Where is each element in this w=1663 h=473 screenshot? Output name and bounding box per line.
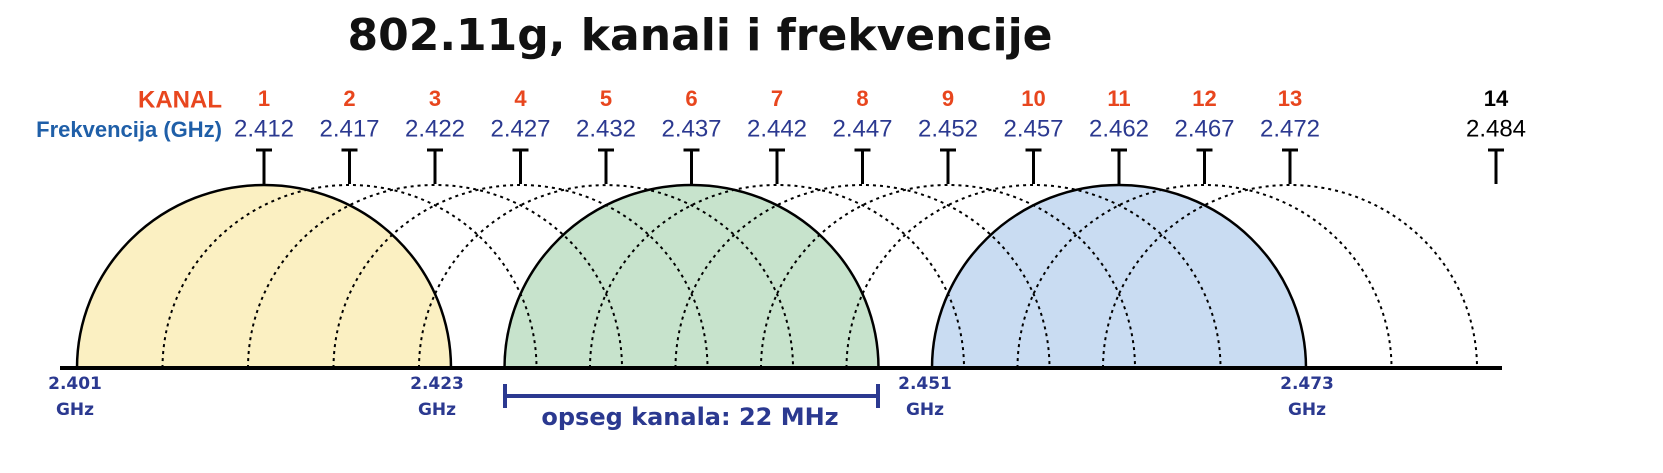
channel-arc: [1102, 184, 1478, 369]
channel-arc: [161, 184, 538, 369]
channel-area: [77, 185, 451, 368]
channel-number: 14: [1484, 86, 1509, 111]
channel-arc: [760, 184, 1136, 369]
channel-number: 1: [258, 86, 270, 111]
channel-frequency: 2.467: [1174, 115, 1234, 142]
channel-arc: [589, 184, 965, 369]
channel-number: 6: [685, 86, 697, 111]
channel-frequency: 2.432: [576, 115, 636, 142]
title: 802.11g, kanali i frekvencije: [347, 10, 1052, 61]
bandwidth-bracket: [503, 384, 880, 408]
edge-frequency: 2.423: [410, 374, 464, 394]
channel-arc: [845, 184, 1222, 369]
channel-frequency: 2.427: [490, 115, 550, 142]
frequency-row-label: Frekvencija (GHz): [36, 117, 222, 142]
channel-frequency: 2.412: [234, 115, 294, 142]
channel-number: 12: [1192, 86, 1216, 111]
channel-arc: [418, 184, 794, 369]
channel-outline: [75, 183, 453, 369]
channel-frequency: 2.452: [918, 115, 978, 142]
channel-number: 4: [514, 86, 527, 111]
edge-unit: GHz: [418, 400, 456, 420]
channel-frequency: 2.462: [1089, 115, 1149, 142]
channel-arc: [247, 184, 623, 369]
channel-area: [504, 184, 879, 368]
channel-number: 5: [600, 86, 612, 111]
edge-frequency: 2.473: [1280, 374, 1334, 394]
channel-frequency: 2.422: [405, 115, 465, 142]
channel-arc: [1016, 184, 1393, 369]
channel-number: 8: [856, 86, 868, 111]
channel-number: 3: [429, 86, 441, 111]
channel-outline: [503, 183, 880, 369]
channel-number: 7: [771, 86, 783, 111]
channel-frequency: 2.417: [319, 115, 379, 142]
channel-number: 13: [1278, 86, 1302, 111]
channel-number: 11: [1107, 86, 1130, 111]
channel-area: [932, 185, 1306, 368]
channel-number: 10: [1021, 86, 1045, 111]
channel-arc: [674, 184, 1051, 369]
edge-unit: GHz: [56, 400, 94, 420]
channel-number: 9: [942, 86, 954, 111]
channel-frequency: 2.437: [661, 115, 721, 142]
edge-unit: GHz: [1288, 400, 1326, 420]
edge-frequency: 2.451: [898, 374, 952, 394]
channel-frequency: 2.447: [832, 115, 892, 142]
channel-number: 2: [343, 86, 355, 111]
channel-arc: [332, 184, 709, 369]
channel-row-label: KANAL: [138, 86, 222, 113]
channel-frequency: 2.484: [1466, 115, 1526, 142]
channel-frequency: 2.457: [1003, 115, 1063, 142]
bandwidth-label: opseg kanala: 22 MHz: [541, 403, 838, 431]
labels: 1 2.412 2 2.417 3 2.422 4 2.427 5 2.432 6 2.437 7 2.4…: [48, 86, 1526, 420]
channel-outline: [930, 183, 1308, 369]
channel-frequency: 2.442: [747, 115, 807, 142]
edge-unit: GHz: [906, 400, 944, 420]
channel-frequency: 2.472: [1260, 115, 1320, 142]
edge-frequency: 2.401: [48, 374, 102, 394]
arcs: [75, 183, 1478, 369]
